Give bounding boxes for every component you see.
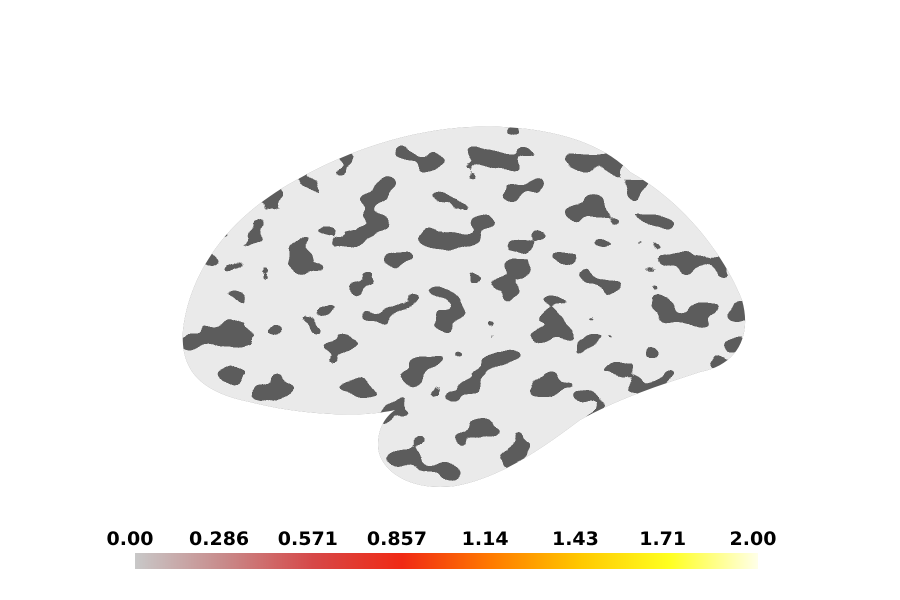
colorbar: 0.00 0.286 0.571 0.857 1.14 1.43 1.71 2.00: [107, 528, 777, 569]
colorbar-tick-label: 0.00: [107, 528, 154, 550]
colorbar-gradient: [135, 553, 758, 569]
colorbar-tick-label: 2.00: [730, 528, 777, 550]
brain-gyri: [182, 126, 746, 487]
colorbar-tick-label: 1.71: [639, 528, 686, 550]
colorbar-tick-label: 0.857: [367, 528, 427, 550]
colorbar-tick-label: 0.286: [189, 528, 249, 550]
brain-surface: [182, 126, 746, 487]
colorbar-tick-label: 0.571: [278, 528, 338, 550]
colorbar-tick-label: 1.43: [552, 528, 599, 550]
colorbar-tick-label: 1.14: [462, 528, 509, 550]
